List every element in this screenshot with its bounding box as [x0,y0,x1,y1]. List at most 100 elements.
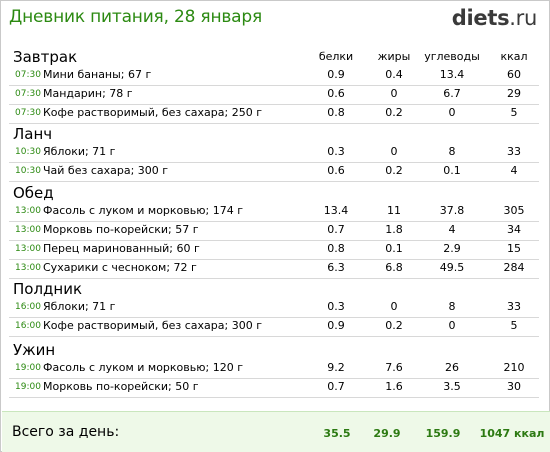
entry-fat: 11 [387,204,401,217]
total-carbs: 159.9 [425,427,461,440]
page-title: Дневник питания, 28 января [9,7,263,27]
entry-protein: 6.3 [327,261,345,274]
entry-kcal: 34 [507,223,521,236]
entry-name: Фасоль с луком и морковью; 120 г [43,361,243,374]
entry-kcal: 4 [510,164,518,177]
food-entry-row[interactable]: 19:00 Фасоль с луком и морковью; 120 г 9.2… [9,360,539,379]
entry-name: Сухарики с чесноком; 72 г [43,261,197,274]
entry-protein: 13.4 [323,204,349,217]
food-entry-row[interactable]: 07:30 Мандарин; 78 г 0.6 0 6.7 29 [9,86,539,105]
entry-protein: 0.7 [327,380,345,393]
total-kcal: 1047 ккал [479,427,545,440]
entry-carbs: 49.5 [439,261,465,274]
entry-name: Перец маринованный; 60 г [43,242,200,255]
entry-name: Мини бананы; 67 г [43,68,152,81]
column-header-kcal: ккал [500,50,528,63]
food-entry-row[interactable]: 10:30 Яблоки; 71 г 0.3 0 8 33 [9,144,539,163]
entry-kcal: 29 [507,87,521,100]
entry-carbs: 26 [445,361,459,374]
entry-time: 19:00 [15,363,41,373]
food-entry-row[interactable]: 13:00 Морковь по-корейски; 57 г 0.7 1.8 4 34 [9,222,539,241]
entry-carbs: 2.9 [443,242,461,255]
entry-name: Яблоки; 71 г [43,300,116,313]
total-label: Всего за день: [12,424,120,440]
entry-time: 07:30 [15,108,41,118]
entry-kcal: 305 [503,204,525,217]
entry-name: Кофе растворимый, без сахара; 300 г [43,319,262,332]
column-header-fat: жиры [377,50,411,63]
entry-kcal: 15 [507,242,521,255]
entry-name: Фасоль с луком и морковью; 174 г [43,204,243,217]
entry-protein: 0.3 [327,145,345,158]
meal-title: Ланч [13,125,53,143]
entry-time: 10:30 [15,166,41,176]
food-entry-row[interactable]: 13:00 Сухарики с чесноком; 72 г 6.3 6.8 49.5… [9,260,539,279]
entry-time: 19:00 [15,382,41,392]
column-header-protein: белки [318,50,354,63]
entry-protein: 0.9 [327,68,345,81]
entry-fat: 0.2 [385,319,403,332]
food-entry-row[interactable]: 13:00 Перец маринованный; 60 г 0.8 0.1 2.9 15 [9,241,539,260]
entry-carbs: 3.5 [443,380,461,393]
food-entry-row[interactable]: 07:30 Мини бананы; 67 г 0.9 0.4 13.4 60 [9,67,539,86]
total-protein: 35.5 [323,427,351,440]
entry-time: 07:30 [15,89,41,99]
meal-title: Обед [13,184,54,202]
food-entry-row[interactable]: 07:30 Кофе растворимый, без сахара; 250 г… [9,105,539,124]
entry-time: 13:00 [15,263,41,273]
entry-carbs: 13.4 [439,68,465,81]
entry-fat: 0.4 [385,68,403,81]
entry-carbs: 6.7 [443,87,461,100]
entry-kcal: 30 [507,380,521,393]
daily-total-bar: Всего за день: 35.5 29.9 159.9 1047 ккал [2,411,550,452]
logo-suffix: .ru [509,6,537,30]
meal-title: Полдник [13,280,83,298]
entry-time: 13:00 [15,244,41,254]
food-entry-row[interactable]: 16:00 Яблоки; 71 г 0.3 0 8 33 [9,299,539,318]
entry-fat: 7.6 [385,361,403,374]
entry-name: Мандарин; 78 г [43,87,133,100]
entry-fat: 1.8 [385,223,403,236]
entry-kcal: 210 [503,361,525,374]
entry-time: 16:00 [15,302,41,312]
food-entry-row[interactable]: 16:00 Кофе растворимый, без сахара; 300 г… [9,318,539,337]
entry-protein: 9.2 [327,361,345,374]
entry-protein: 0.9 [327,319,345,332]
meal-title: Завтрак [13,48,78,66]
entry-name: Чай без сахара; 300 г [43,164,169,177]
food-entry-row[interactable]: 19:00 Морковь по-корейски; 50 г 0.7 1.6 3.5 3… [9,379,539,398]
meal-title: Ужин [13,341,56,359]
entry-fat: 0.2 [385,106,403,119]
entry-fat: 0.1 [385,242,403,255]
entry-fat: 0 [390,145,398,158]
entry-name: Кофе растворимый, без сахара; 250 г [43,106,262,119]
entry-kcal: 33 [507,145,521,158]
entry-name: Морковь по-корейски; 50 г [43,380,199,393]
site-logo[interactable]: diets.ru [452,6,538,30]
entry-carbs: 8 [448,300,456,313]
entry-time: 07:30 [15,70,41,80]
entry-protein: 0.8 [327,106,345,119]
total-fat: 29.9 [373,427,401,440]
entry-carbs: 8 [448,145,456,158]
entry-fat: 1.6 [385,380,403,393]
entry-protein: 0.6 [327,87,345,100]
entry-kcal: 284 [503,261,525,274]
entry-fat: 6.8 [385,261,403,274]
entry-protein: 0.6 [327,164,345,177]
entry-kcal: 5 [510,319,518,332]
entry-kcal: 60 [507,68,521,81]
food-entry-row[interactable]: 10:30 Чай без сахара; 300 г 0.6 0.2 0.1 4 [9,163,539,182]
entry-kcal: 33 [507,300,521,313]
column-header-carbs: углеводы [424,50,480,63]
entry-time: 13:00 [15,225,41,235]
entry-carbs: 4 [448,223,456,236]
food-entry-row[interactable]: 13:00 Фасоль с луком и морковью; 174 г 13.… [9,203,539,222]
entry-carbs: 37.8 [439,204,465,217]
entry-time: 10:30 [15,147,41,157]
entry-carbs: 0 [448,319,456,332]
entry-protein: 0.3 [327,300,345,313]
entry-name: Морковь по-корейски; 57 г [43,223,199,236]
entry-kcal: 5 [510,106,518,119]
